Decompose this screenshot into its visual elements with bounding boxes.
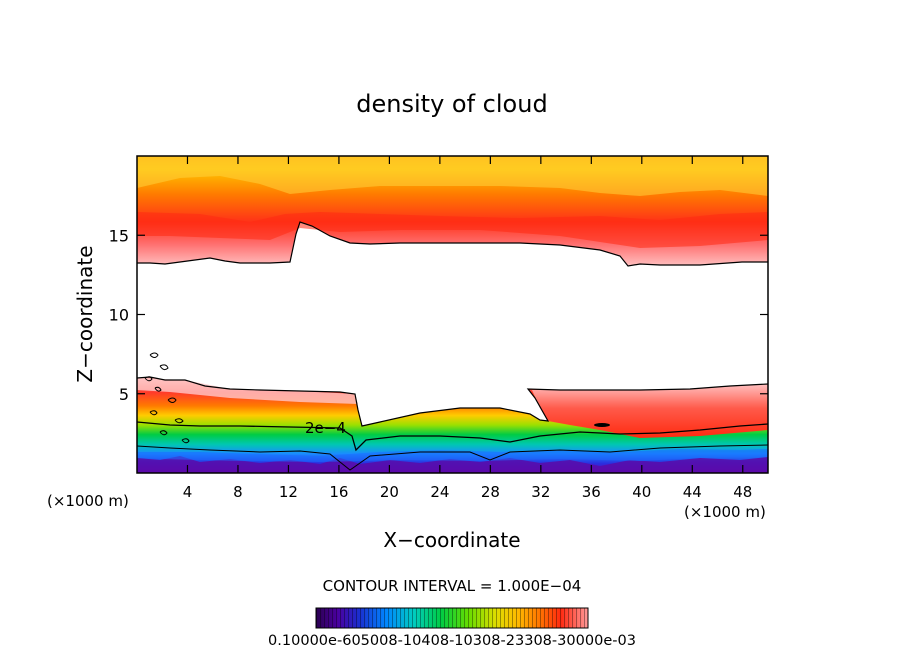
x-tick-label: 12 — [279, 483, 298, 501]
contour-blob — [594, 423, 610, 427]
upper-layer-band — [137, 156, 768, 196]
contour-line-2e-4 — [137, 421, 768, 452]
colorbar-labels: 0.10000e-605008-10408-10308-23308-30000e… — [268, 633, 636, 649]
x-tick-label: 28 — [481, 483, 500, 501]
lower-layer-top-fringe — [137, 378, 358, 404]
x-tick-label: 32 — [531, 483, 550, 501]
y-tick-label: 5 — [119, 385, 129, 404]
lower-layer-wedge — [532, 384, 768, 438]
x-tick-label: 20 — [380, 483, 399, 501]
x-tick-label: 36 — [582, 483, 601, 501]
contour-line-base — [137, 444, 768, 471]
x-tick-label: 40 — [632, 483, 651, 501]
x-tick-label: 48 — [733, 483, 752, 501]
colorbar-frame — [315, 607, 589, 629]
contour-line-lower-top — [137, 376, 768, 427]
plot-area — [137, 156, 768, 473]
x-tick-label: 44 — [683, 483, 702, 501]
x-axis-ticks: 4 8 12 16 20 24 28 32 36 40 44 48 — [183, 156, 752, 501]
colorbar — [315, 607, 589, 629]
contour-speckles — [144, 352, 190, 444]
contour-line-upper — [137, 221, 768, 267]
contour-interval: CONTOUR INTERVAL = 1.000E−04 — [323, 577, 582, 595]
x-tick-label: 8 — [233, 483, 243, 501]
upper-layer-core — [137, 212, 768, 248]
lower-layer-base — [137, 456, 768, 473]
contour-label: 2e−4 — [305, 419, 346, 437]
x-unit-left: (×1000 m) — [47, 492, 129, 510]
x-tick-label: 16 — [329, 483, 348, 501]
y-axis-label: Z−coordinate — [73, 245, 97, 382]
y-tick-label: 15 — [109, 226, 129, 245]
chart-title: density of cloud — [356, 90, 547, 118]
x-unit-right: (×1000 m) — [684, 503, 766, 521]
x-tick-label: 4 — [183, 483, 193, 501]
colorbar-stripes — [316, 608, 588, 628]
x-tick-label: 24 — [430, 483, 449, 501]
y-axis-ticks: 5 10 15 — [109, 226, 768, 404]
x-axis-label: X−coordinate — [383, 528, 520, 552]
y-tick-label: 10 — [109, 306, 129, 325]
